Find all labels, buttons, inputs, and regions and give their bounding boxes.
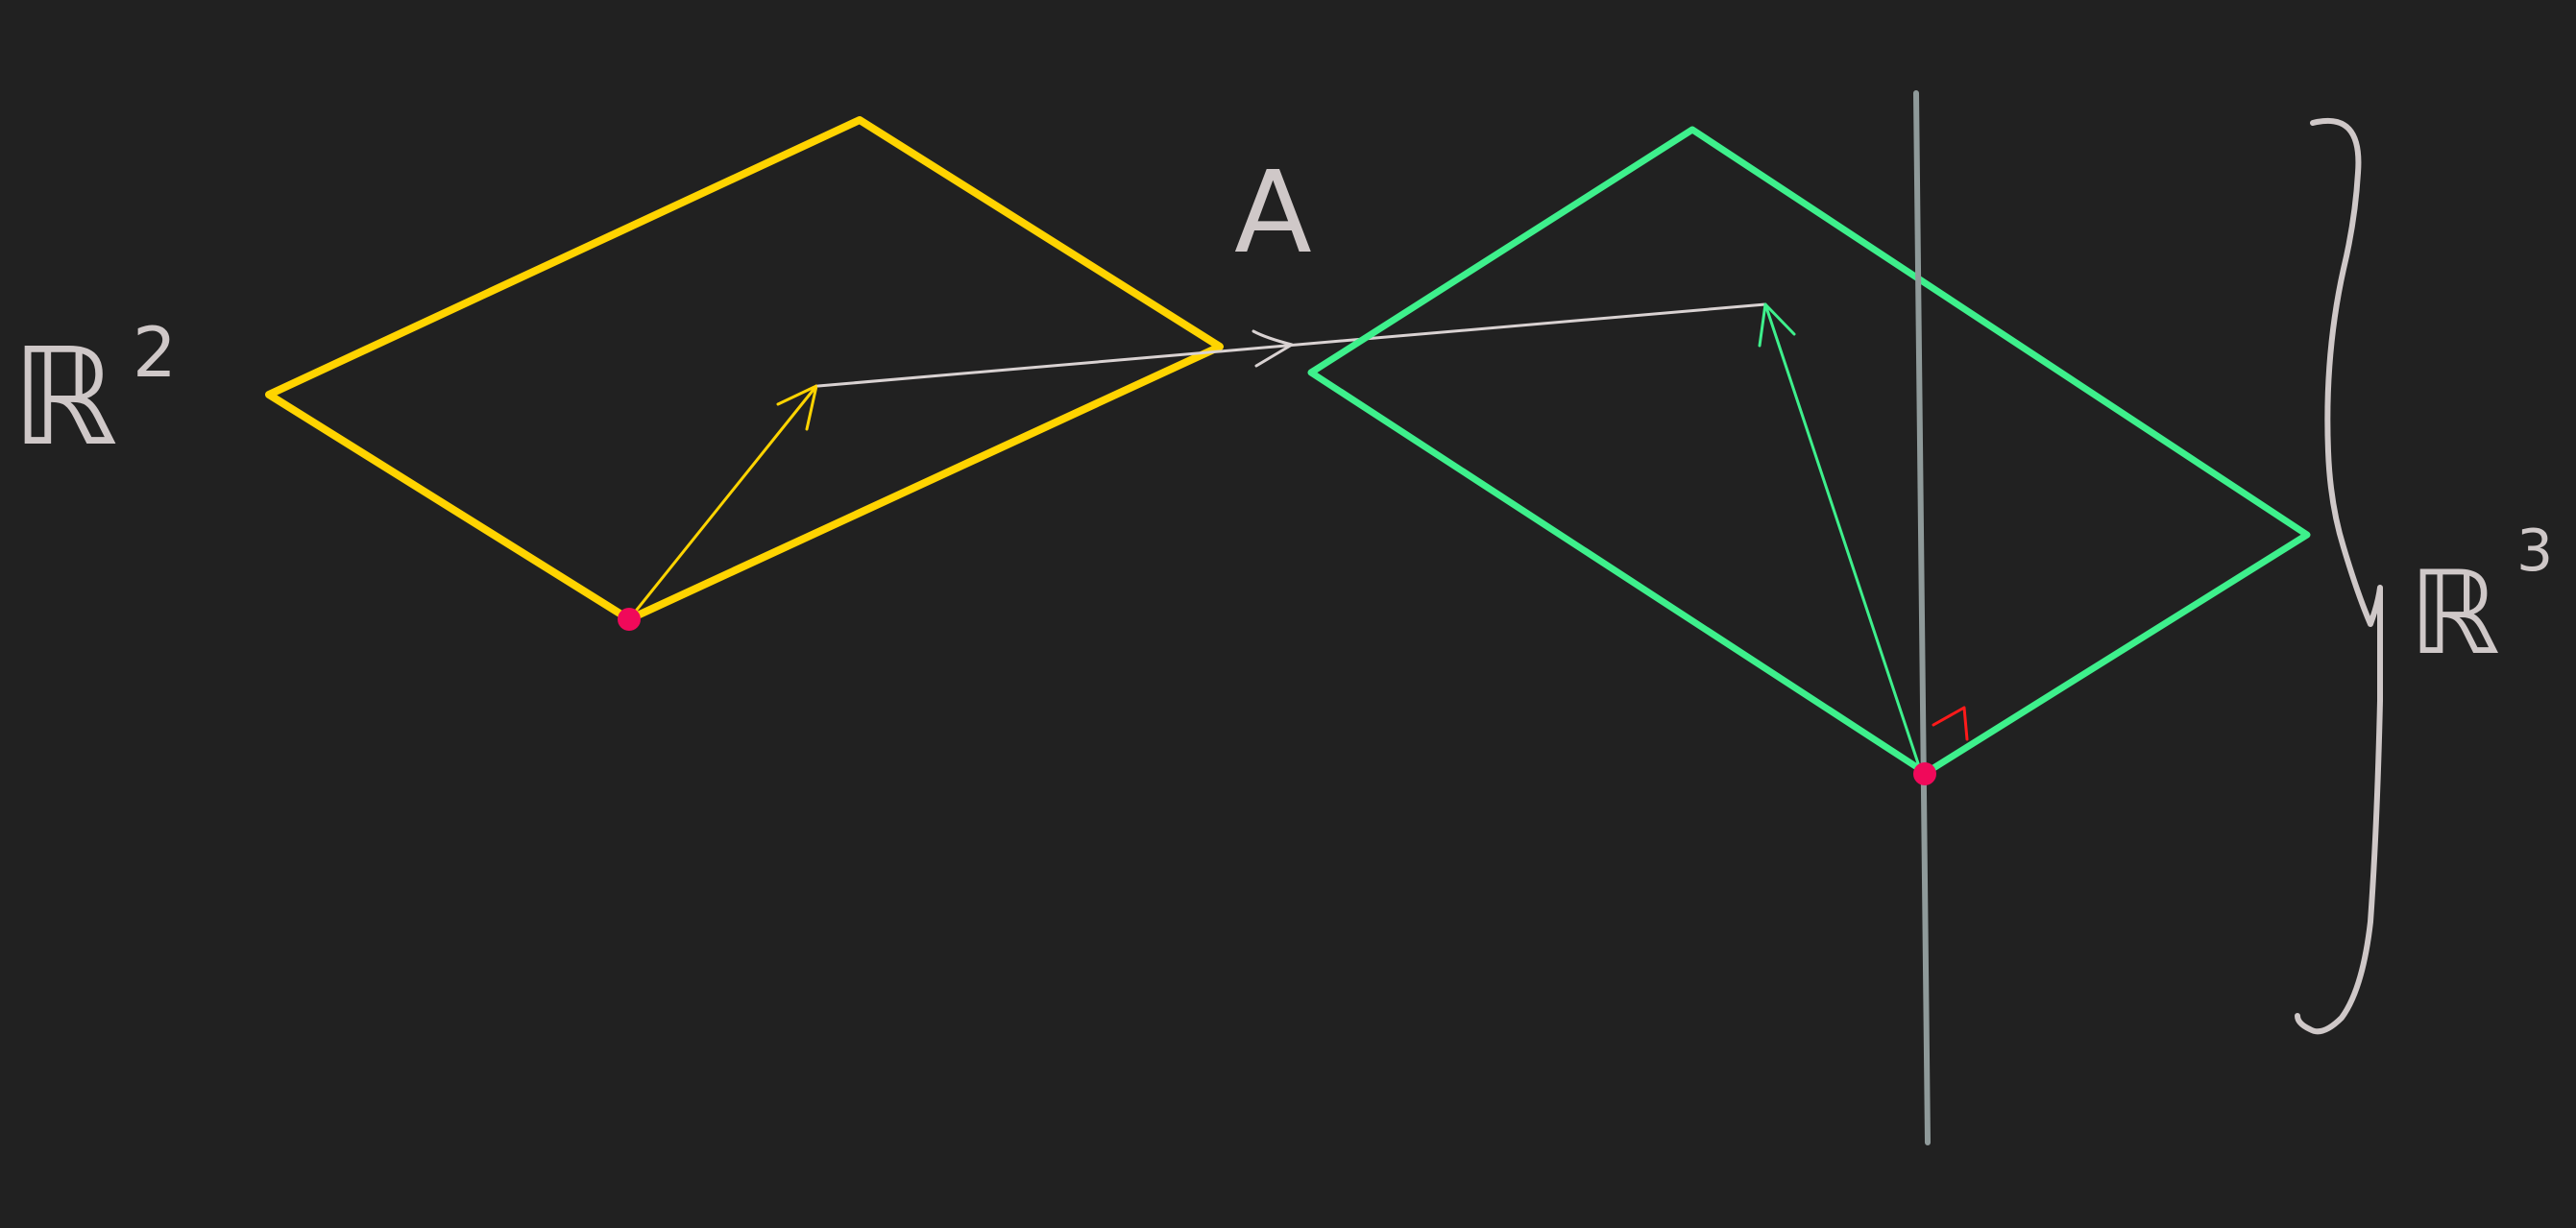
domain-vector-arrowhead	[776, 384, 818, 431]
codomain-brace	[2295, 117, 2383, 1035]
domain-vector	[627, 384, 818, 621]
codomain-plane-parallelogram	[1307, 126, 2311, 777]
map-arrow-head	[1252, 329, 1294, 368]
codomain-vector-arrowhead	[1758, 302, 1796, 348]
codomain-label-exponent: 3	[2516, 518, 2553, 585]
domain-plane-parallelogram	[265, 116, 1224, 623]
domain-label-r: ℝ	[12, 320, 118, 476]
domain-origin-point	[618, 608, 641, 631]
right-angle-marker	[1932, 706, 1969, 741]
normal-line	[1913, 90, 1931, 1145]
domain-label: ℝ 2	[12, 312, 177, 476]
map-label: A	[1234, 146, 1312, 278]
codomain-label: ℝ 3	[2409, 518, 2553, 681]
codomain-vector	[1763, 302, 1923, 774]
codomain-origin-point	[1913, 762, 1936, 785]
domain-label-exponent: 2	[133, 312, 177, 393]
codomain-label-r: ℝ	[2409, 547, 2500, 681]
